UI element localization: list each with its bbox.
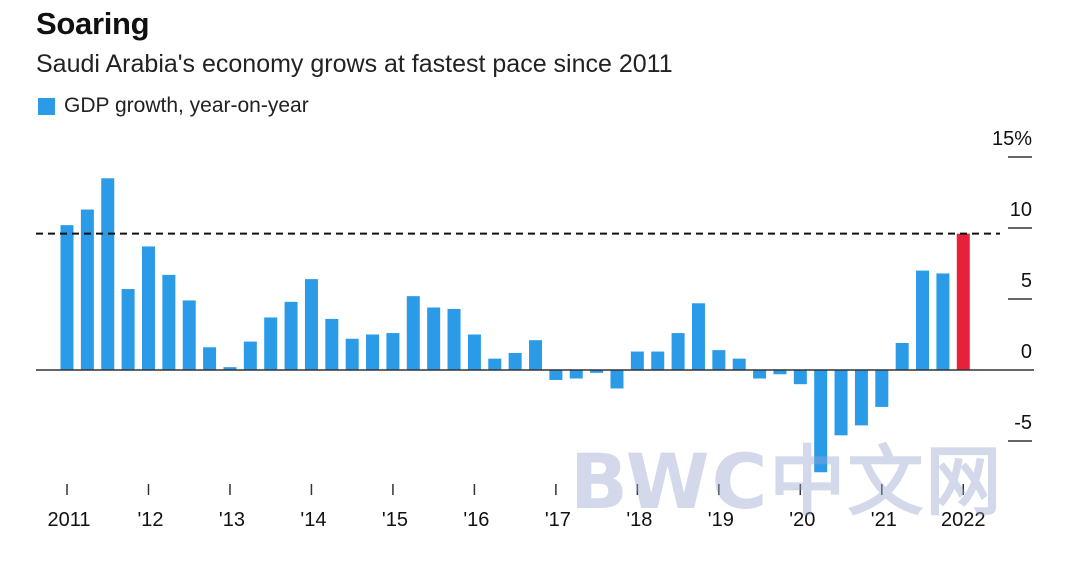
bar xyxy=(936,273,950,370)
bar xyxy=(121,289,135,370)
bar xyxy=(264,317,278,370)
x-tick-label: '21 xyxy=(871,509,897,531)
x-tick-label: '16 xyxy=(463,509,489,531)
bar xyxy=(345,338,359,370)
bar xyxy=(630,351,644,370)
bars xyxy=(60,178,970,473)
x-tick-label: '12 xyxy=(137,509,163,531)
bar xyxy=(488,358,502,370)
y-tick-label: -5 xyxy=(1014,412,1032,434)
bar xyxy=(284,301,298,370)
bar xyxy=(162,274,176,370)
bar xyxy=(203,347,217,370)
x-tick-label: '14 xyxy=(300,509,326,531)
bar xyxy=(793,370,807,385)
legend: GDP growth, year-on-year xyxy=(38,94,309,118)
bar xyxy=(875,370,889,407)
bar xyxy=(304,279,318,370)
bar xyxy=(732,358,746,370)
bar xyxy=(182,300,196,370)
x-tick-label: 2011 xyxy=(47,509,90,531)
x-tick-label: 2022 xyxy=(941,509,986,531)
bar xyxy=(508,352,522,370)
bar xyxy=(712,350,726,370)
y-gridlines xyxy=(1008,156,1032,442)
bar xyxy=(854,370,868,426)
bar xyxy=(651,351,665,370)
bar xyxy=(610,370,624,389)
bar xyxy=(60,225,74,370)
bar xyxy=(753,370,767,379)
bar xyxy=(895,343,909,370)
bar xyxy=(691,303,705,370)
bar xyxy=(671,333,685,370)
highlight-bar xyxy=(956,233,970,370)
bar xyxy=(427,307,441,370)
bar xyxy=(773,370,787,375)
bar xyxy=(366,334,380,370)
bar xyxy=(141,246,155,370)
chart-title: Soaring xyxy=(36,6,150,41)
bar xyxy=(223,367,237,370)
tick-labels: 15% 10 5 0 -5 2011 '12 '13 '14 '15 '16 '17 '18 '19 '20… xyxy=(47,128,1032,531)
y-tick-label: 10 xyxy=(1010,199,1032,221)
bar xyxy=(243,341,257,370)
bar xyxy=(80,209,94,370)
bar xyxy=(814,370,828,473)
bar xyxy=(386,333,400,370)
axes xyxy=(36,232,1034,495)
legend-swatch xyxy=(38,97,55,115)
bar xyxy=(447,308,461,370)
watermark: BWC中文网 xyxy=(570,437,1004,526)
bar xyxy=(549,370,563,380)
bar xyxy=(325,318,339,370)
bar xyxy=(569,370,583,379)
x-tick-label: '19 xyxy=(708,509,734,531)
chart-subtitle: Saudi Arabia's economy grows at fastest … xyxy=(36,50,673,78)
bar xyxy=(590,370,604,373)
legend-label: GDP growth, year-on-year xyxy=(64,94,309,117)
x-tick-label: '15 xyxy=(382,509,408,531)
bar xyxy=(101,178,115,370)
x-tick-label: '13 xyxy=(219,509,245,531)
y-tick-label: 0 xyxy=(1021,341,1032,363)
bar xyxy=(406,296,420,370)
bar xyxy=(916,270,930,370)
x-tick-label: '20 xyxy=(789,509,815,531)
x-tick-label: '17 xyxy=(545,509,571,531)
x-tick-label: '18 xyxy=(626,509,652,531)
bar xyxy=(529,340,543,370)
y-tick-label: 5 xyxy=(1021,270,1032,292)
y-tick-label: 15% xyxy=(992,128,1032,150)
bar xyxy=(467,334,481,370)
bar xyxy=(834,370,848,436)
